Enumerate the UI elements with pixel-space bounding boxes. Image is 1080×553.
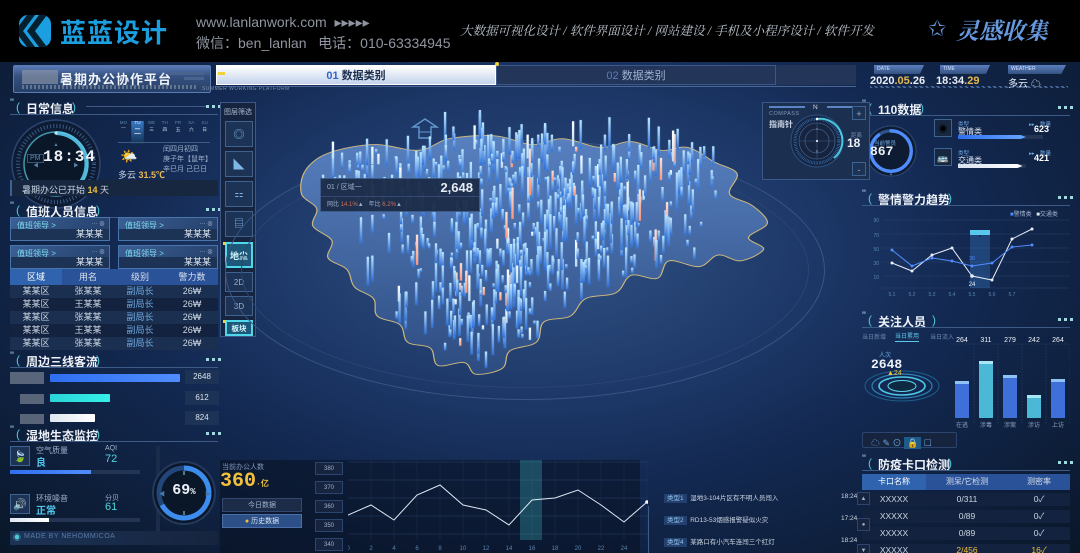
svg-text:50: 50 xyxy=(873,247,879,253)
svg-text:8: 8 xyxy=(438,546,442,552)
svg-text:12: 12 xyxy=(483,546,490,552)
svg-text:90: 90 xyxy=(873,218,879,224)
svg-text:24: 24 xyxy=(969,282,976,288)
svg-text:上访: 上访 xyxy=(1052,421,1064,429)
svg-text:18: 18 xyxy=(552,546,559,552)
svg-text:30: 30 xyxy=(969,256,975,262)
svg-text:5.1: 5.1 xyxy=(889,292,896,298)
svg-text:10: 10 xyxy=(873,275,879,281)
svg-text:5.2: 5.2 xyxy=(909,292,916,298)
svg-text:279: 279 xyxy=(1004,337,1016,344)
svg-text:涉毒: 涉毒 xyxy=(980,421,992,429)
svg-text:311: 311 xyxy=(980,337,991,344)
svg-text:5.6: 5.6 xyxy=(989,292,996,298)
svg-text:▼: ▼ xyxy=(889,131,893,135)
svg-text:242: 242 xyxy=(1028,337,1040,344)
svg-text:5.5: 5.5 xyxy=(969,292,976,298)
svg-text:20: 20 xyxy=(575,546,582,552)
svg-text:24: 24 xyxy=(621,546,628,552)
svg-text:2: 2 xyxy=(369,546,373,552)
svg-text:▲: ▲ xyxy=(889,172,893,176)
svg-text:涉访: 涉访 xyxy=(1028,421,1040,429)
svg-text:264: 264 xyxy=(1052,337,1064,344)
svg-text:5.7: 5.7 xyxy=(1009,292,1016,298)
svg-text:在逃: 在逃 xyxy=(956,421,968,429)
svg-text:70: 70 xyxy=(873,233,879,239)
svg-text:264: 264 xyxy=(956,337,968,344)
svg-text:22: 22 xyxy=(598,546,605,552)
svg-text:5.3: 5.3 xyxy=(929,292,936,298)
svg-text:0: 0 xyxy=(348,546,350,552)
svg-text:4: 4 xyxy=(392,546,396,552)
svg-text:30: 30 xyxy=(873,261,879,267)
svg-text:14: 14 xyxy=(506,546,513,552)
svg-text:涉案: 涉案 xyxy=(1004,421,1016,429)
svg-text:◀: ◀ xyxy=(33,163,38,169)
svg-text:10: 10 xyxy=(460,546,467,552)
svg-text:⌄: ⌄ xyxy=(977,233,982,239)
svg-text:16: 16 xyxy=(529,546,536,552)
svg-text:6: 6 xyxy=(415,546,419,552)
svg-text:5.4: 5.4 xyxy=(949,292,956,298)
